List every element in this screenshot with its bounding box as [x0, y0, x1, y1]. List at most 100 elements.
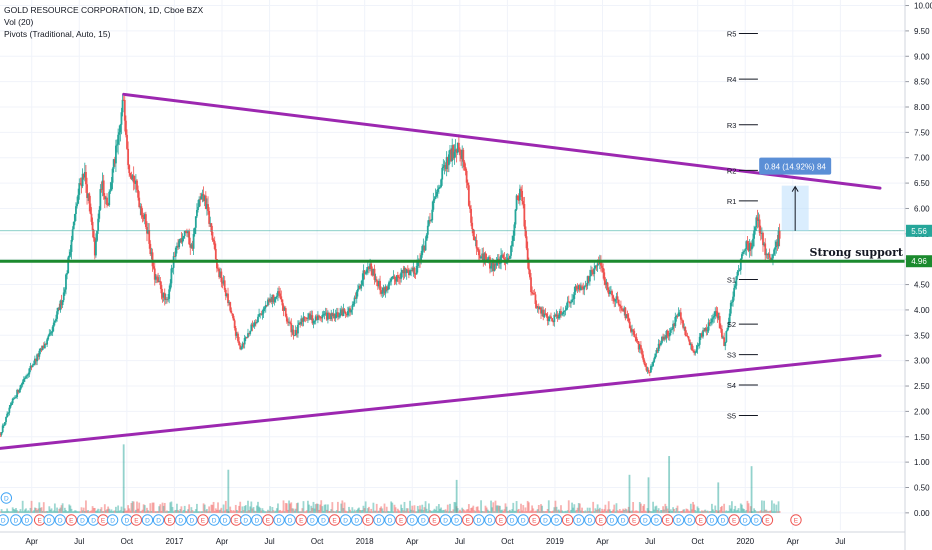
event-marker-label: D	[145, 518, 150, 525]
volume-bar	[130, 502, 133, 513]
candle-body	[343, 309, 346, 312]
event-marker-label: D	[110, 518, 115, 525]
volume-bar	[378, 510, 380, 513]
candle-body	[110, 182, 113, 191]
volume-bar	[11, 507, 14, 513]
pivots-indicator-label[interactable]: Pivots (Traditional, Auto, 15)	[4, 29, 111, 39]
volume-bar	[136, 501, 138, 513]
volume-bar	[42, 502, 45, 513]
volume-bar	[655, 505, 658, 513]
volume-bar	[374, 510, 377, 513]
candle-body	[22, 378, 25, 382]
candle-body	[228, 302, 231, 304]
candle-body	[297, 324, 299, 334]
volume-bar	[181, 511, 184, 513]
volume-bar	[85, 500, 87, 513]
candle-body	[2, 425, 5, 427]
candle-body	[535, 303, 538, 308]
candle-body	[177, 245, 179, 248]
volume-bar	[715, 509, 718, 513]
candle-body	[584, 285, 587, 287]
candle-body	[702, 330, 704, 337]
volume-bar	[565, 511, 568, 513]
candle-body	[698, 336, 701, 345]
candle-body	[409, 270, 411, 276]
volume-bar	[713, 511, 716, 513]
candle-body	[732, 296, 734, 303]
volume-bar	[563, 511, 566, 513]
volume-bar	[26, 511, 29, 513]
candle-body	[574, 286, 577, 293]
candle-body	[358, 285, 360, 289]
candle-body	[714, 310, 717, 317]
candle-body	[33, 358, 36, 364]
candle-body	[442, 166, 445, 168]
volume-bar	[370, 508, 373, 513]
candle-body	[204, 195, 207, 210]
dividend-marker	[684, 514, 696, 526]
dividend-marker	[650, 514, 663, 526]
candle-body	[55, 318, 57, 321]
volume-bar	[168, 511, 171, 513]
volume-bar	[608, 509, 611, 513]
candle-body	[470, 208, 472, 223]
candle-body	[314, 316, 317, 321]
dividend-marker	[373, 514, 385, 526]
volume-bar	[202, 503, 205, 513]
volume-bar	[403, 501, 406, 513]
volume-bar	[635, 510, 638, 513]
volume-bar	[517, 508, 520, 513]
event-marker-label: D	[156, 518, 161, 525]
volume-bar	[346, 511, 349, 513]
volume-bar	[686, 509, 689, 513]
volume-bar	[217, 502, 219, 513]
time-axis[interactable]: Apr Jul Oct 2017 Apr Jul Oct 2018 Apr Jul Oct 2019 A…	[0, 531, 905, 546]
event-marker-label: D	[14, 518, 19, 525]
volume-bar	[183, 505, 186, 513]
volume-bar	[691, 509, 693, 513]
volume-bar	[229, 506, 232, 513]
candle-body	[128, 165, 131, 174]
symbol-title[interactable]: GOLD RESOURCE CORPORATION, 1D, Cboe BZX	[4, 5, 204, 15]
volume-bar	[354, 511, 357, 513]
candle-body	[740, 254, 743, 259]
candle-body	[538, 307, 541, 310]
volume-bar	[428, 503, 430, 513]
volume-bar	[79, 511, 82, 513]
candle-body	[423, 245, 426, 251]
volume-bar	[727, 510, 730, 513]
candle-body	[582, 288, 585, 290]
volume-bar	[117, 505, 120, 513]
volume-bar	[212, 501, 215, 513]
event-marker-label: E	[466, 518, 471, 525]
volume-bar	[225, 509, 228, 513]
candle-body	[774, 247, 777, 250]
measure-badge	[759, 157, 832, 175]
candle-body	[435, 191, 438, 197]
candle-body	[219, 271, 222, 278]
volume-bar	[682, 509, 684, 513]
volume-bar	[765, 509, 768, 513]
volume-bar	[571, 502, 573, 513]
candle-body	[338, 316, 340, 318]
candle-body	[633, 330, 636, 337]
volume-bar	[358, 507, 360, 513]
price-axis[interactable]: 10.009.509.008.508.007.507.006.506.005.5…	[904, 0, 932, 550]
candle-body	[15, 396, 17, 398]
volume-bar	[118, 510, 121, 513]
volume-bar	[661, 510, 663, 513]
candle-body	[146, 226, 148, 234]
volume-bar	[752, 511, 754, 513]
volume-bar	[491, 507, 494, 513]
candle-body	[392, 276, 395, 278]
event-marker-label: D	[587, 518, 592, 525]
volume-indicator-label[interactable]: Vol (20)	[4, 17, 34, 27]
candle-body	[93, 238, 96, 256]
volume-bar	[471, 507, 474, 513]
earnings-marker	[295, 514, 307, 526]
volume-bar	[423, 507, 426, 513]
volume-bar	[220, 507, 223, 513]
volume-bar	[724, 511, 727, 513]
volume-bar	[157, 511, 159, 513]
